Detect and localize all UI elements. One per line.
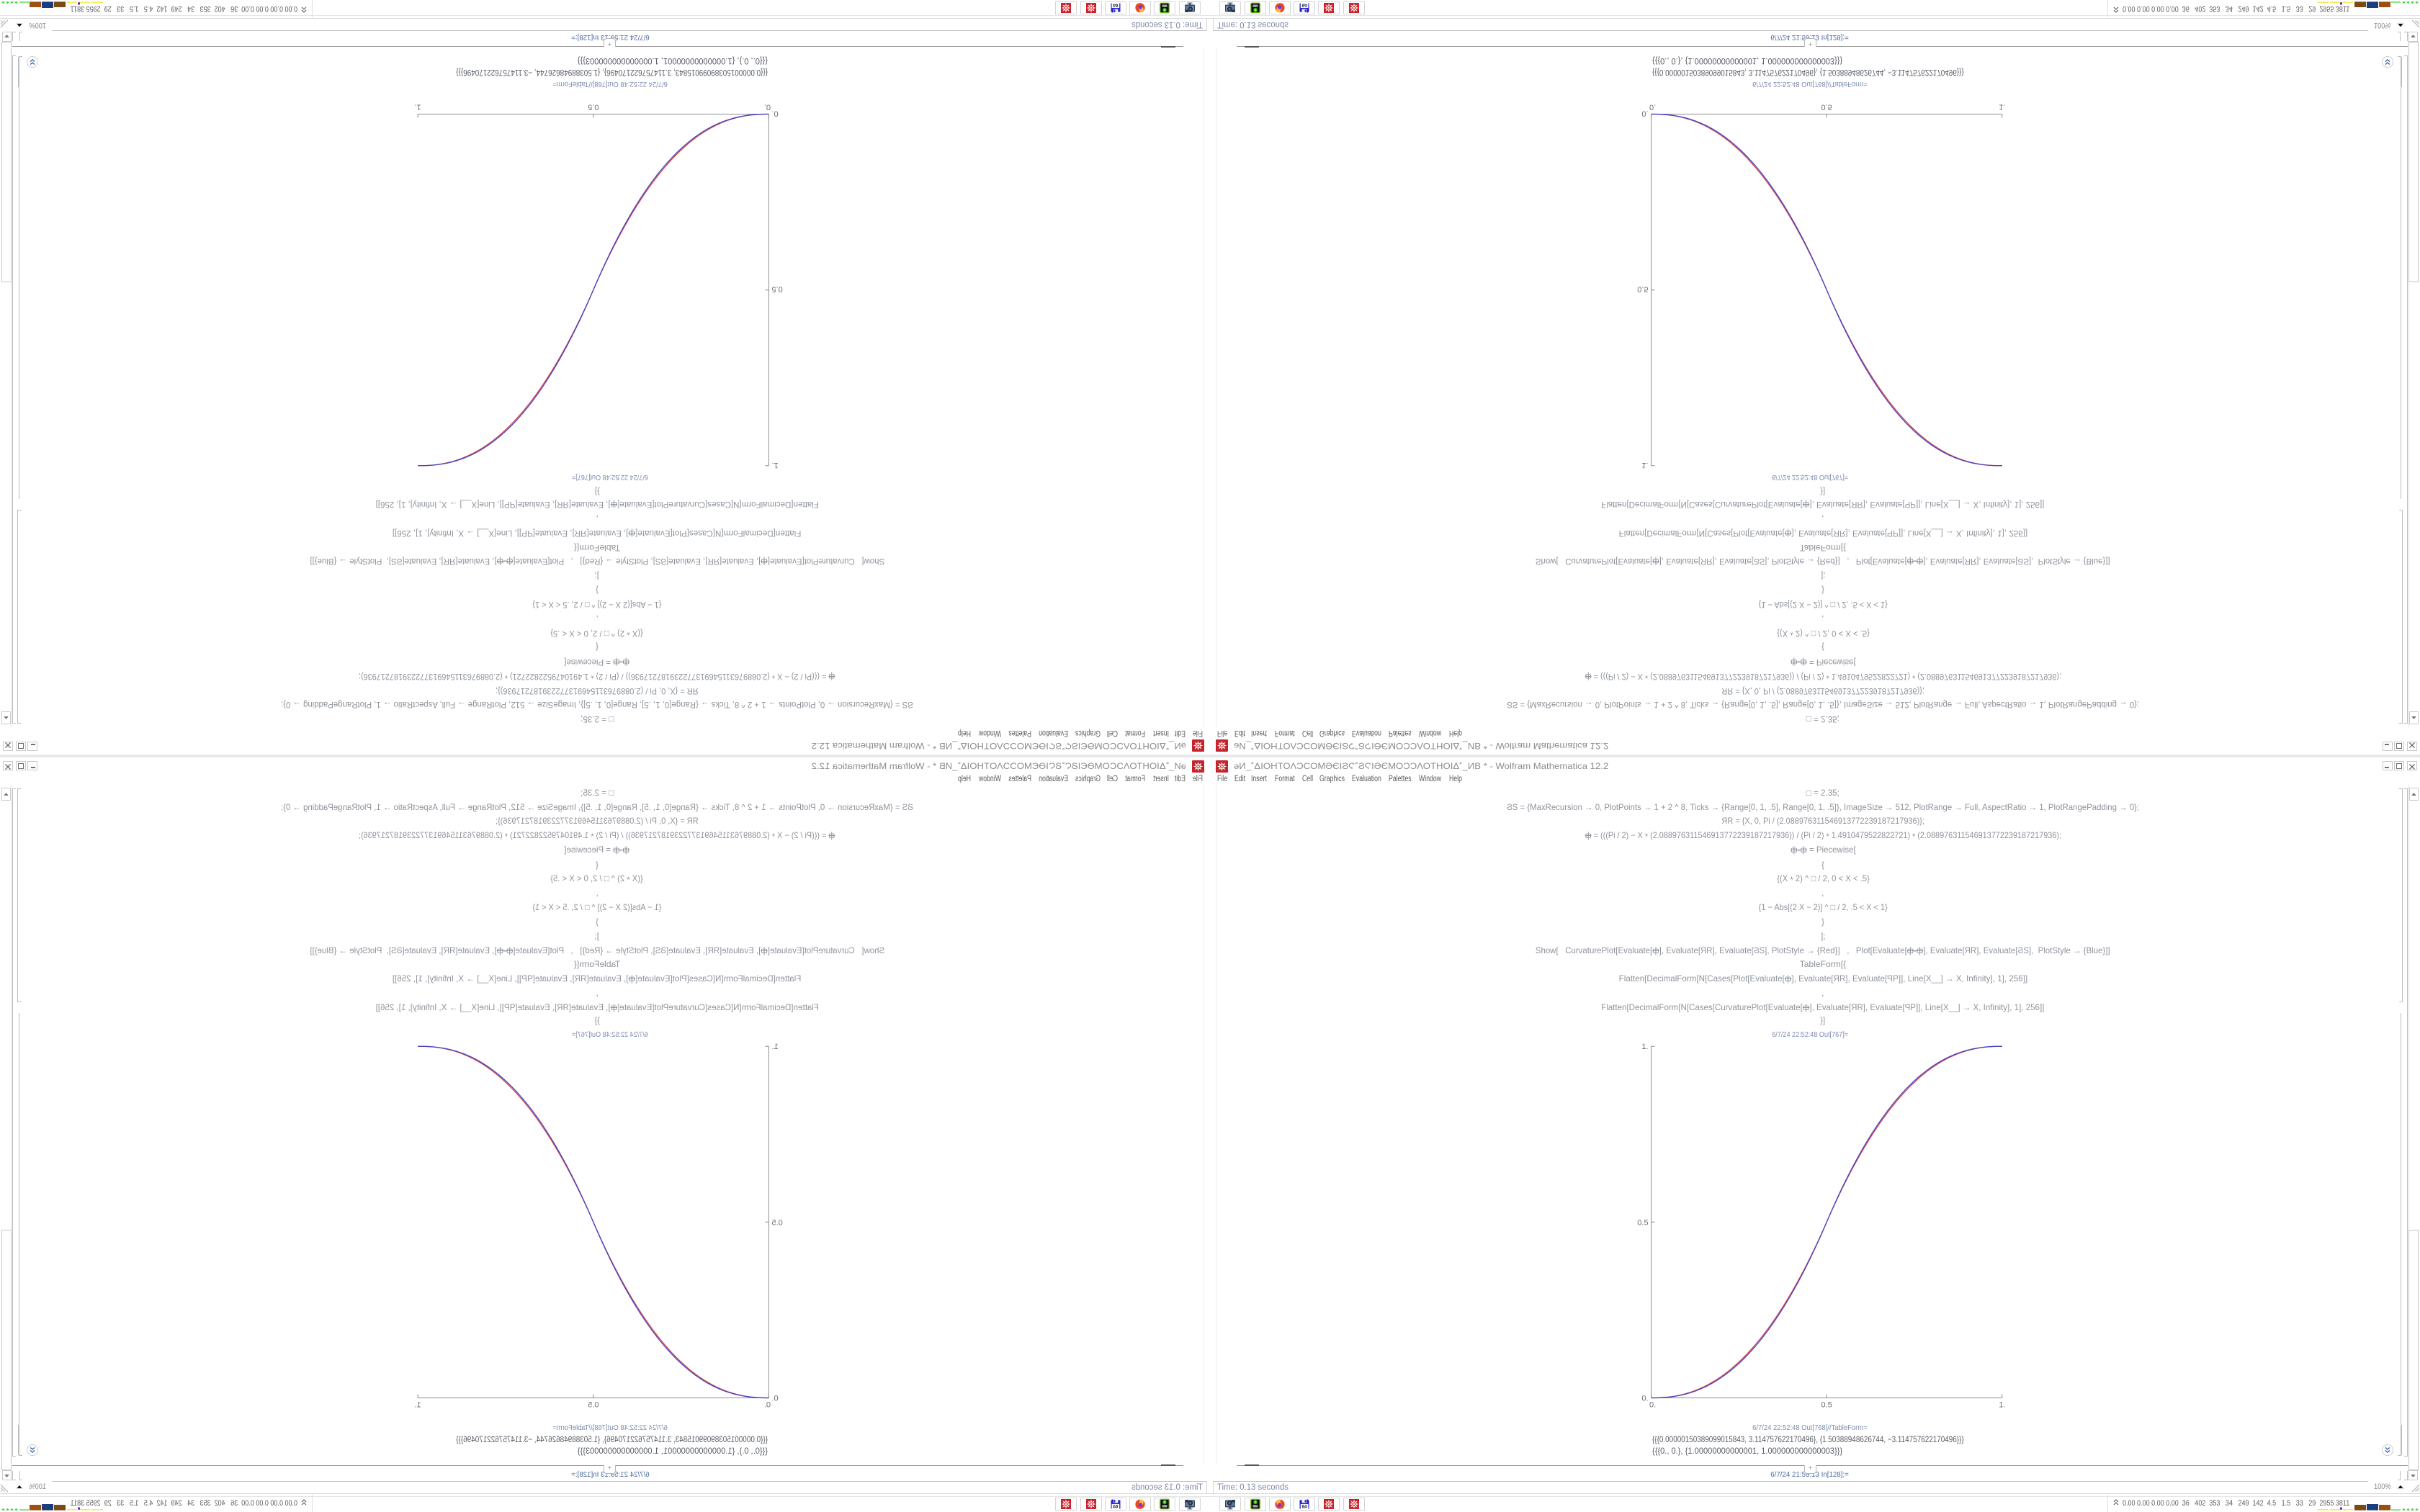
svg-text:0.: 0.: [1641, 1395, 1648, 1403]
svg-text:1.: 1.: [771, 1043, 778, 1051]
svg-text:0.5: 0.5: [588, 1401, 599, 1410]
svg-text:0.5: 0.5: [1821, 1401, 1832, 1410]
svg-text:0.: 0.: [771, 1395, 778, 1403]
svg-text:0.: 0.: [764, 103, 771, 112]
svg-text:64: 64: [1113, 3, 1118, 7]
svg-text:64: 64: [1113, 1505, 1118, 1509]
svg-text:0.: 0.: [1641, 109, 1648, 118]
svg-text:64: 64: [1302, 3, 1307, 7]
svg-text:1.: 1.: [771, 461, 778, 469]
svg-text:1.: 1.: [1641, 461, 1648, 469]
svg-text:64: 64: [1302, 1505, 1307, 1509]
svg-text:1.: 1.: [415, 103, 421, 112]
svg-text:0.: 0.: [1649, 1401, 1656, 1410]
svg-text:0.: 0.: [1649, 103, 1656, 112]
svg-text:0.: 0.: [771, 109, 778, 118]
svg-text:1.: 1.: [1641, 1043, 1648, 1051]
svg-text:0.5: 0.5: [588, 103, 599, 112]
svg-text:0.5: 0.5: [771, 285, 782, 294]
svg-text:1.: 1.: [1999, 103, 2005, 112]
svg-text:0.5: 0.5: [771, 1218, 782, 1227]
svg-text:0.: 0.: [764, 1401, 771, 1410]
svg-text:1.: 1.: [415, 1401, 421, 1410]
svg-text:0.5: 0.5: [1637, 1218, 1648, 1227]
svg-text:0.5: 0.5: [1637, 285, 1648, 294]
svg-text:1.: 1.: [1999, 1401, 2005, 1410]
svg-text:0.5: 0.5: [1821, 103, 1832, 112]
